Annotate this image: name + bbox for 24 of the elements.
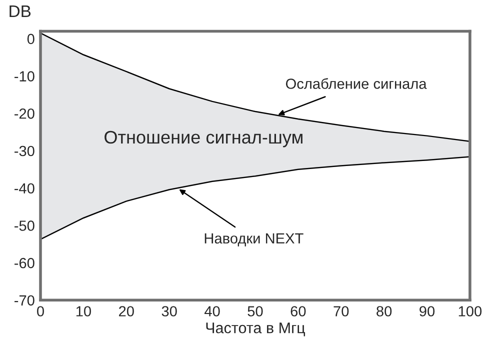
x-tick-label: 40: [204, 306, 220, 316]
x-tick-label: 60: [290, 306, 306, 316]
annotation: Ослабление сигнала: [286, 78, 427, 89]
y-tick-label: 0: [27, 34, 34, 44]
x-tick-label: 70: [334, 306, 349, 316]
x-tick-label: 90: [420, 306, 435, 316]
y-tick-label: -10: [14, 71, 34, 82]
x-tick-label: 100: [458, 306, 482, 316]
x-tick-label: 30: [162, 306, 177, 316]
y-tick-label: -20: [14, 108, 34, 119]
y-tick-label: -40: [14, 183, 34, 194]
x-tick-label: 20: [119, 306, 134, 316]
x-axis-title: Частота в Мгц: [206, 322, 306, 336]
y-tick-label: -30: [14, 146, 34, 156]
x-tick-label: 80: [376, 306, 392, 316]
annotation: Наводки NEXT: [204, 233, 304, 246]
y-tick-label: -60: [14, 258, 34, 268]
x-tick-label: 50: [248, 306, 263, 316]
annotation: Отношение сигнал-шум: [104, 130, 302, 148]
y-axis-title: DB: [10, 6, 31, 18]
y-tick-label: -50: [14, 220, 34, 231]
y-tick-label: -70: [14, 295, 34, 306]
x-tick-label: 10: [76, 306, 91, 316]
x-tick-label: 0: [37, 306, 44, 316]
